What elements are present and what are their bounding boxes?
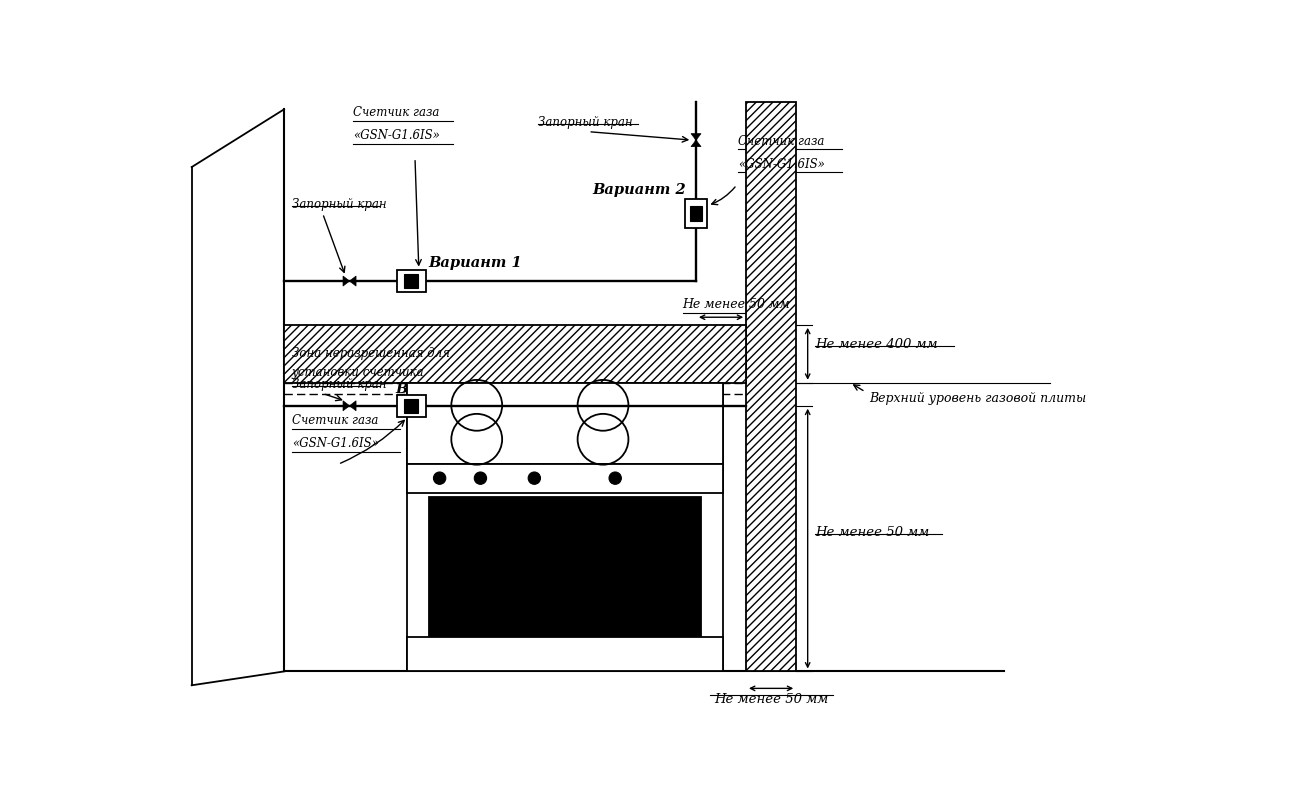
Text: Вариант 2: Вариант 2 xyxy=(592,183,686,197)
Circle shape xyxy=(609,472,621,484)
Bar xyxy=(407,383,724,464)
Polygon shape xyxy=(350,276,357,286)
Text: Вариант 1: Вариант 1 xyxy=(428,257,522,270)
Text: Зона неразрешенная для: Зона неразрешенная для xyxy=(292,347,450,360)
Text: «GSN-G1.6IS»: «GSN-G1.6IS» xyxy=(354,129,441,143)
Polygon shape xyxy=(342,276,350,286)
Circle shape xyxy=(528,472,540,484)
Polygon shape xyxy=(745,102,796,671)
Text: Запорный кран: Запорный кран xyxy=(539,116,633,129)
Bar xyxy=(407,637,724,671)
Bar xyxy=(397,395,426,416)
Bar xyxy=(690,206,702,221)
Bar xyxy=(685,199,707,228)
Text: Не менее 50 мм: Не менее 50 мм xyxy=(682,298,791,311)
Bar xyxy=(404,399,419,413)
Circle shape xyxy=(433,472,446,484)
Polygon shape xyxy=(342,401,350,411)
Text: Запорный кран: Запорный кран xyxy=(292,378,386,391)
Text: установки счетчика: установки счетчика xyxy=(292,367,424,379)
Bar xyxy=(407,383,724,671)
Text: Счетчик газа: Счетчик газа xyxy=(739,135,824,148)
Polygon shape xyxy=(284,325,745,383)
Polygon shape xyxy=(691,140,702,147)
Text: Не менее 50 мм: Не менее 50 мм xyxy=(815,526,930,539)
Text: Запорный кран: Запорный кран xyxy=(292,197,386,211)
Bar xyxy=(404,274,419,288)
Text: Вариант 3: Вариант 3 xyxy=(395,382,490,396)
Text: Счетчик газа: Счетчик газа xyxy=(292,415,379,427)
Circle shape xyxy=(474,472,487,484)
Text: Верхний уровень газовой плиты: Верхний уровень газовой плиты xyxy=(870,392,1087,405)
Polygon shape xyxy=(691,134,702,140)
Polygon shape xyxy=(350,401,357,411)
Bar xyxy=(397,270,426,292)
Text: Не менее 400 мм: Не менее 400 мм xyxy=(815,338,938,351)
Bar xyxy=(429,496,702,637)
Text: «GSN-G1.6IS»: «GSN-G1.6IS» xyxy=(292,437,379,451)
Text: Не менее 50 мм: Не менее 50 мм xyxy=(714,693,828,706)
Text: «GSN-G1.6IS»: «GSN-G1.6IS» xyxy=(739,158,826,171)
Text: Счетчик газа: Счетчик газа xyxy=(354,107,439,119)
Bar xyxy=(407,464,724,492)
